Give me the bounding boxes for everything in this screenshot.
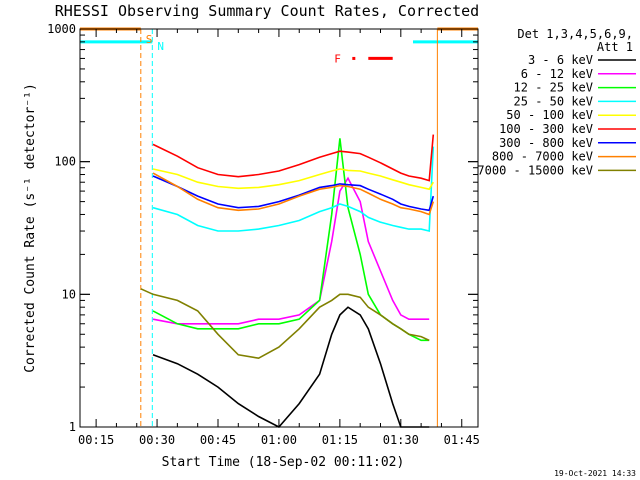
y-tick-label: 1 [69, 420, 76, 434]
legend-label-7: 800 - 7000 keV [492, 150, 593, 164]
chart-title: RHESSI Observing Summary Count Rates, Co… [55, 2, 479, 20]
plot-area: SN F [80, 27, 479, 428]
legend-header-line-2: Att 1 [597, 40, 633, 54]
x-tick-label: 01:15 [322, 433, 358, 447]
series-line-7 [152, 172, 435, 216]
legend-label-6: 300 - 800 keV [499, 136, 593, 150]
x-tick-label: 01:45 [444, 433, 480, 447]
x-tick-label: 01:00 [261, 433, 297, 447]
axes: 00:15 00:30 00:45 01:00 01:15 01:30 01:45 1 10 10… [47, 22, 480, 447]
x-tick-label: 00:30 [139, 433, 175, 447]
x-tick-label: 00:45 [200, 433, 236, 447]
flare-label: F [334, 52, 341, 65]
series-line-5 [152, 134, 435, 182]
series-line-0 [152, 306, 430, 428]
series-line-8 [140, 288, 430, 360]
y-tick-label: 1000 [47, 22, 76, 36]
legend-label-1: 6 - 12 keV [521, 67, 593, 81]
x-tick-label: 00:15 [78, 433, 114, 447]
legend-label-3: 25 - 50 keV [514, 94, 593, 108]
y-tick-label: 100 [54, 155, 76, 169]
series-line-3 [152, 146, 435, 232]
legend-label-5: 100 - 300 keV [499, 122, 593, 136]
series-line-6 [152, 175, 435, 212]
legend-label-8: 7000 - 15000 keV [477, 163, 593, 177]
flare-marker-dot [352, 56, 356, 60]
night-label: N [157, 40, 164, 53]
saa-label: S [146, 33, 153, 46]
legend-header-line-1: Det 1,3,4,5,6,9, [517, 27, 633, 41]
legend-label-2: 12 - 25 keV [514, 81, 593, 95]
legend-label-4: 50 - 100 keV [506, 108, 593, 122]
x-tick-label: 01:30 [383, 433, 419, 447]
y-axis-label: Corrected Count Rate (s⁻¹ detector⁻¹) [23, 83, 38, 373]
timestamp: 19-Oct-2021 14:33 [554, 469, 636, 478]
x-axis-label: Start Time (18-Sep-02 00:11:02) [162, 455, 405, 470]
y-tick-label: 10 [62, 287, 76, 301]
legend-label-0: 3 - 6 keV [528, 53, 593, 67]
series-line-1 [152, 176, 430, 325]
series-line-4 [152, 168, 434, 191]
plot-frame [79, 28, 479, 428]
